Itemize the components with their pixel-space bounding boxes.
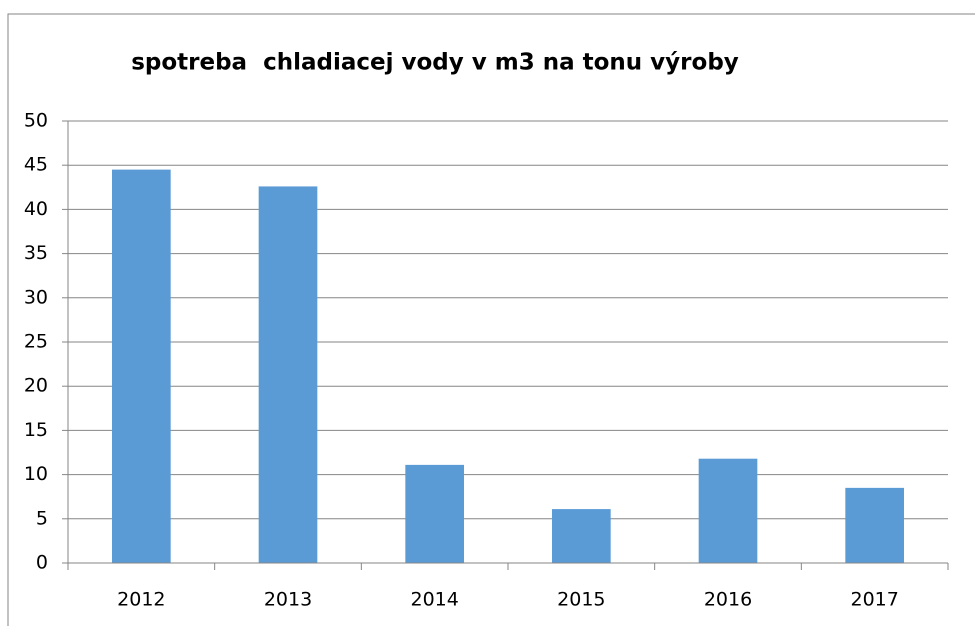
bar	[845, 487, 904, 563]
y-tick-label: 15	[24, 419, 48, 441]
bar	[258, 186, 318, 563]
y-tick-label: 20	[24, 375, 48, 397]
bar	[698, 458, 758, 563]
x-tick-label: 2017	[850, 589, 898, 611]
y-tick-label: 30	[24, 286, 48, 308]
x-tick-label: 2013	[264, 589, 312, 611]
x-tick-label: 2012	[117, 589, 165, 611]
bar	[552, 509, 611, 563]
x-tick-label: 2016	[704, 589, 752, 611]
bar	[405, 464, 464, 563]
y-tick-label: 0	[36, 552, 48, 574]
y-tick-label: 10	[24, 463, 48, 485]
bar	[112, 169, 171, 563]
y-tick-label: 50	[24, 110, 48, 132]
x-tick-label: 2015	[557, 589, 605, 611]
y-tick-label: 45	[24, 154, 48, 176]
y-tick-label: 5	[36, 507, 48, 529]
y-tick-label: 25	[24, 331, 48, 353]
x-tick-label: 2014	[410, 589, 458, 611]
y-tick-label: 35	[24, 242, 48, 264]
y-tick-label: 40	[24, 198, 48, 220]
chart-title: spotreba chladiacej vody v m3 na tonu vý…	[131, 50, 739, 76]
